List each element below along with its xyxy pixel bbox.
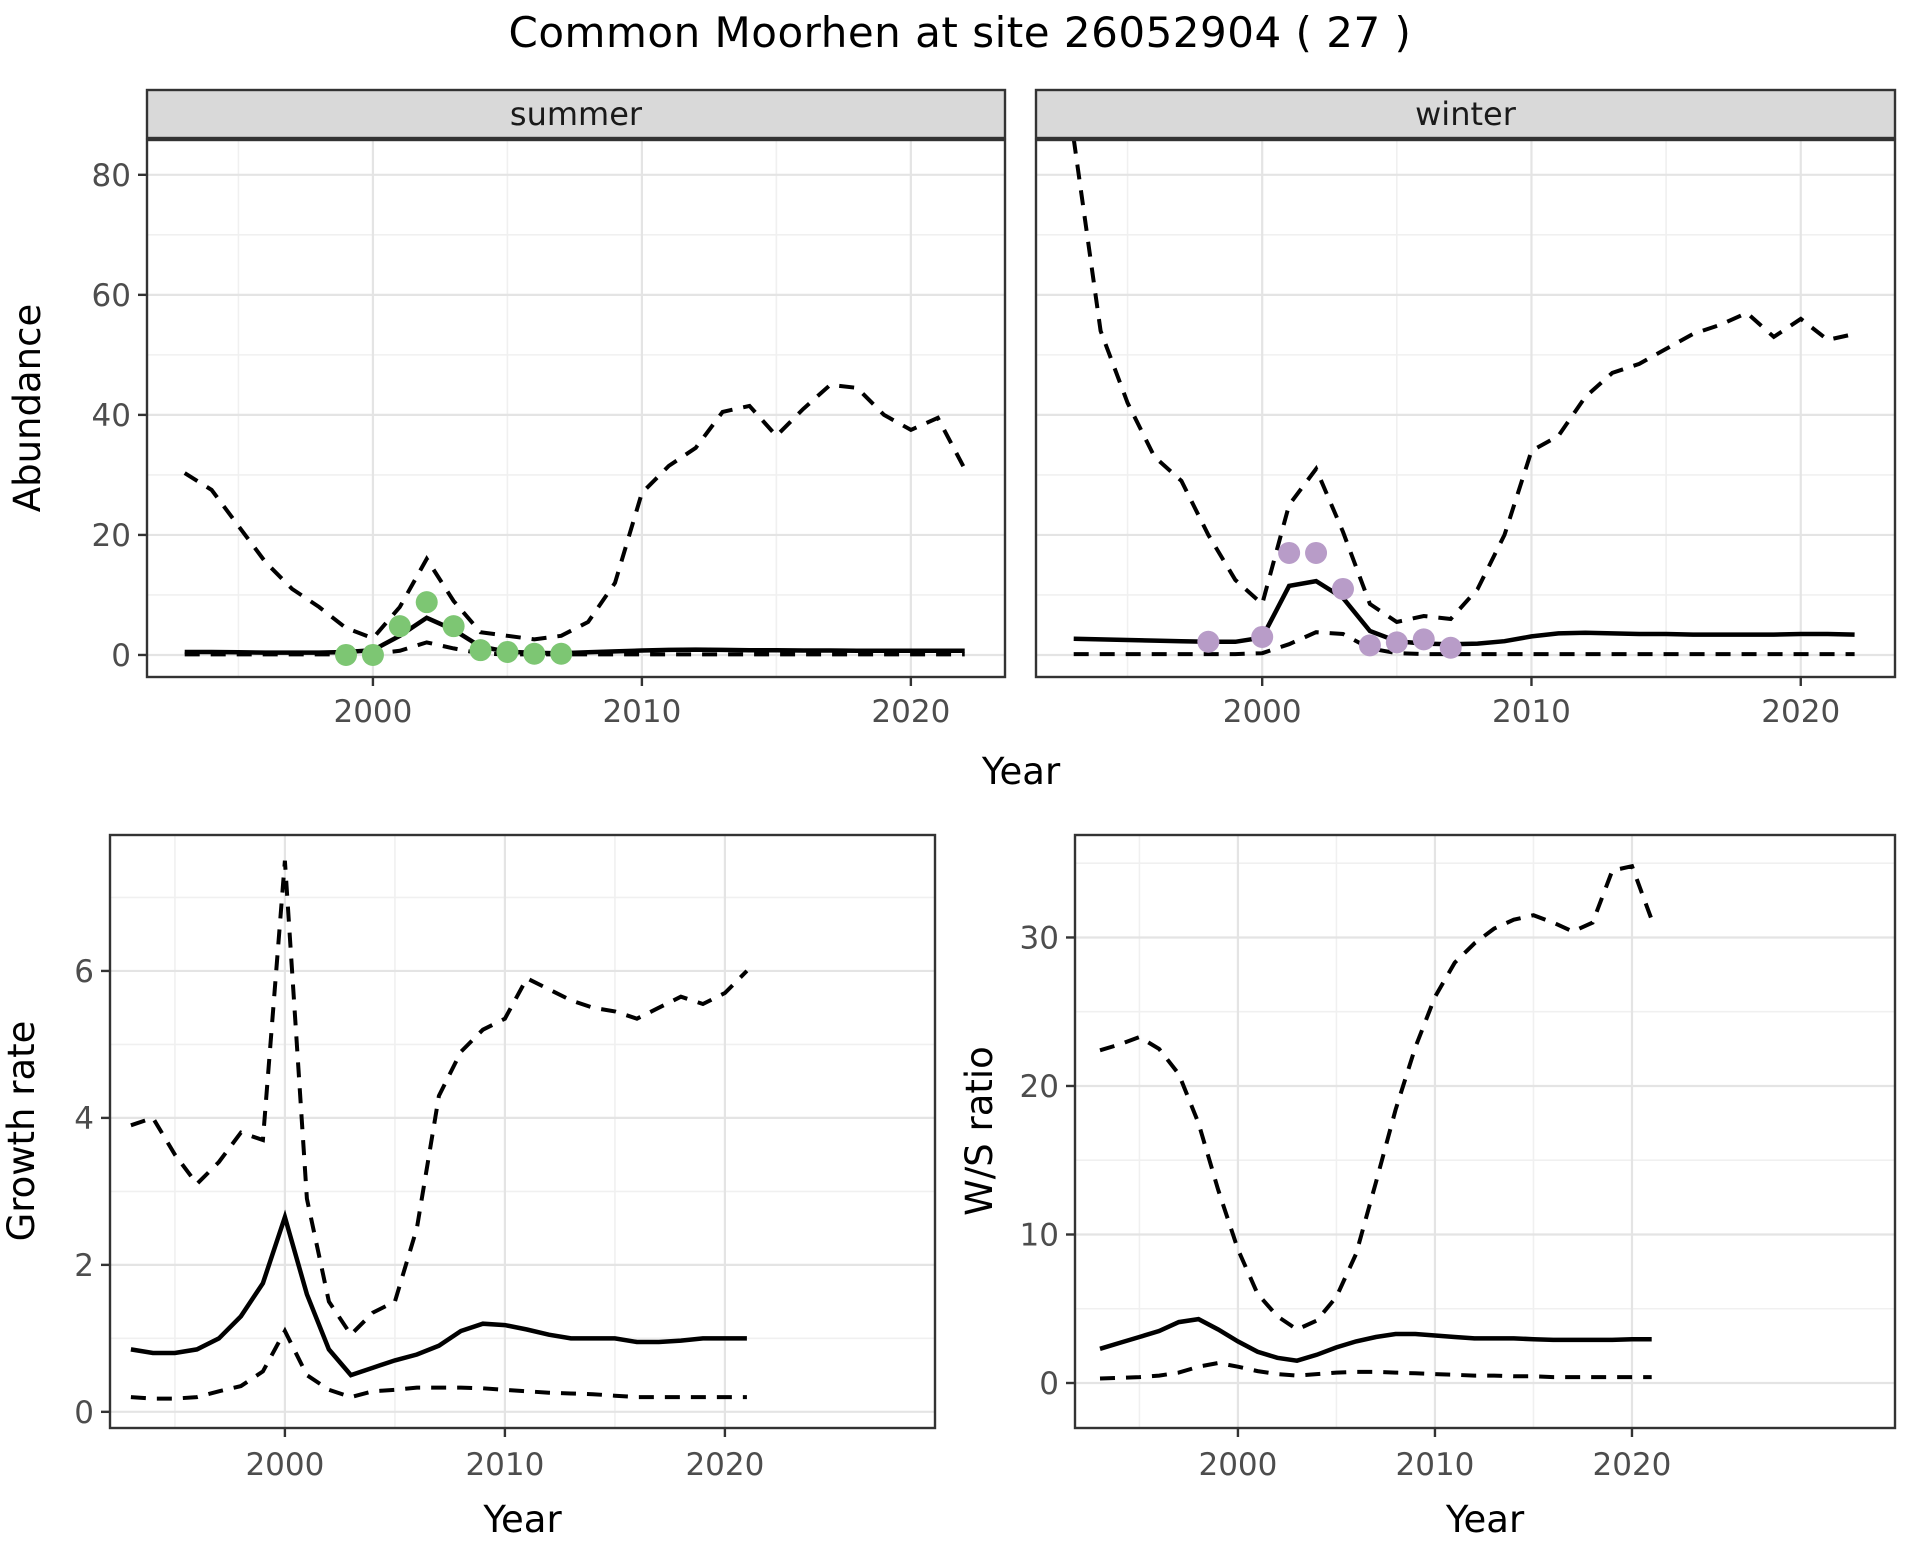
ws_ratio-x-tick-label: 2010 (1396, 1447, 1475, 1483)
growth_rate-x-tick-label: 2020 (685, 1447, 764, 1483)
growth_rate-y-tick-label: 0 (74, 1395, 94, 1431)
abundance_summer-panel-background (147, 140, 1005, 677)
abundance_summer-y-axis-title: Abundance (6, 304, 49, 512)
abundance_summer-y-tick-label: 60 (92, 278, 131, 314)
growth_rate-y-tick-label: 6 (74, 954, 94, 990)
chart-title: Common Moorhen at site 26052904 ( 27 ) (508, 8, 1412, 57)
ws_ratio-series-median-line (1099, 1316, 1652, 1363)
ws_ratio-x-tick-label: 2020 (1593, 1447, 1672, 1483)
growth_rate-series-median-line (130, 1209, 747, 1378)
growth_rate-panel-border (108, 833, 937, 1430)
abundance_winter-facet-label: winter (1415, 95, 1517, 133)
abundance_summer-observation-point (550, 642, 573, 665)
growth_rate-y-axis-title: Growth rate (0, 1021, 43, 1242)
abundance_winter-observation-point (1197, 630, 1220, 653)
abundance_winter-observation-point (1358, 634, 1381, 657)
abundance_summer-observation-point (361, 643, 384, 666)
ws_ratio-y-tick-label: 0 (1039, 1366, 1059, 1402)
growth_rate-x-tick-label: 2010 (465, 1447, 544, 1483)
abundance_winter-x-tick-label: 2020 (1761, 694, 1840, 730)
abundance_summer-observation-point (442, 615, 465, 638)
abundance_summer-observation-point (415, 591, 438, 614)
ws_ratio-series-lower_ci-line (1099, 1360, 1652, 1381)
abundance_summer-observation-point (496, 640, 519, 663)
abundance_summer-series-lower_ci-line (184, 640, 965, 657)
abundance_winter-observation-point (1278, 541, 1301, 564)
abundance_winter-series-lower_ci-line (1073, 630, 1855, 657)
ws_ratio-x-axis-title: Year (1445, 1498, 1525, 1541)
abundance_winter-panel-border (1034, 138, 1897, 679)
ws_ratio-panel-border (1073, 833, 1897, 1430)
abundance_summer-x-tick-label: 2020 (871, 694, 950, 730)
abundance_summer-panel-border (145, 138, 1007, 679)
abundance_summer-y-tick-label: 20 (92, 518, 131, 554)
ws_ratio-x-tick-label: 2000 (1198, 1447, 1277, 1483)
abundance_summer-y-tick-label: 80 (92, 158, 131, 194)
abundance_summer-y-tick-label: 0 (111, 638, 131, 674)
abundance_winter-x-tick-label: 2000 (1223, 694, 1302, 730)
abundance_summer-facet-label: summer (510, 95, 643, 133)
growth_rate-series-lower_ci-line (130, 1326, 747, 1401)
abundance_summer-observation-point (335, 643, 358, 666)
ws_ratio-y-axis-title: W/S ratio (958, 1046, 1001, 1216)
abundance_winter-observation-point (1412, 628, 1435, 651)
abundance-x-axis-title: Year (981, 750, 1061, 793)
abundance_summer-observation-point (469, 639, 492, 662)
abundance_winter-facet-strip (1034, 88, 1897, 140)
abundance_winter-observation-point (1251, 625, 1274, 648)
ws_ratio-y-tick-label: 10 (1020, 1217, 1059, 1253)
ws_ratio-y-tick-label: 20 (1020, 1069, 1059, 1105)
ws_ratio-y-tick-label: 30 (1020, 920, 1059, 956)
abundance_winter-series-upper_ci-line (1071, 140, 1856, 625)
abundance_summer-series-upper_ci-line (183, 382, 967, 642)
abundance_winter-x-tick-label: 2010 (1492, 694, 1571, 730)
growth_rate-y-tick-label: 2 (74, 1248, 94, 1284)
abundance_winter-observation-point (1331, 577, 1354, 600)
abundance_summer-y-tick-label: 40 (92, 398, 131, 434)
abundance_summer-observation-point (388, 615, 411, 638)
abundance_winter-panel-background (1036, 140, 1895, 677)
abundance_summer-x-tick-label: 2000 (333, 694, 412, 730)
abundance_winter-observation-point (1305, 541, 1328, 564)
ws_ratio-series-upper_ci-line (1099, 863, 1654, 1332)
abundance_winter-observation-point (1385, 631, 1408, 654)
abundance_summer-x-tick-label: 2010 (602, 694, 681, 730)
abundance_summer-facet-strip (145, 88, 1007, 140)
growth_rate-y-tick-label: 4 (74, 1101, 94, 1137)
abundance_winter-observation-point (1439, 636, 1462, 659)
growth_rate-series-upper_ci-line (130, 860, 749, 1338)
growth_rate-x-axis-title: Year (482, 1498, 562, 1541)
growth_rate-x-tick-label: 2000 (245, 1447, 324, 1483)
abundance_summer-observation-point (523, 642, 546, 665)
